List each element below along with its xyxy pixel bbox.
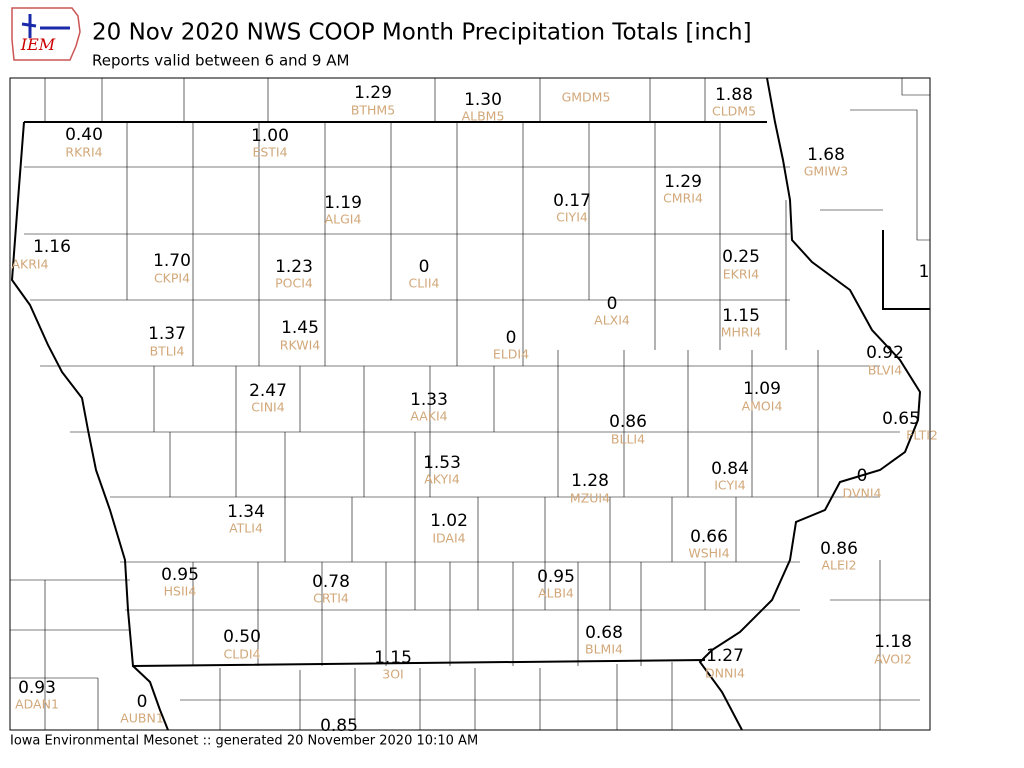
station-id: POCI4: [275, 276, 313, 291]
station-id: BLMI4: [585, 642, 623, 657]
station-value: 1.70: [153, 251, 191, 271]
station-value: 1.02: [430, 511, 468, 531]
station-id: BTHM5: [351, 103, 395, 118]
station-id: DNNI4: [705, 666, 745, 681]
station-id: AUBN1: [120, 711, 164, 726]
station-value: 0.92: [866, 343, 904, 363]
station-id: BTLI4: [150, 344, 185, 359]
station-value: 1.18: [874, 632, 912, 652]
station-value: 0.50: [223, 627, 261, 647]
station-id: ALBM5: [462, 109, 505, 124]
station-value: 0.93: [18, 678, 56, 698]
station-value: 0.84: [711, 459, 749, 479]
station-id: 3OI: [382, 667, 403, 682]
station-id: EKRI4: [723, 267, 759, 282]
station-value: 0.85: [320, 716, 358, 736]
station-id: ATLI4: [229, 521, 263, 536]
station-id: IDAI4: [432, 531, 465, 546]
station-id: BLLI4: [611, 432, 645, 447]
station-value: 0.25: [722, 247, 760, 267]
station-value: 1.68: [807, 145, 845, 165]
station-value: 0: [419, 257, 430, 277]
station-value: 1.15: [722, 306, 760, 326]
station-id: GMIW3: [804, 164, 848, 179]
station-value: 0: [857, 466, 868, 486]
station-value: 0.78: [312, 572, 350, 592]
station-id: ICYI4: [714, 478, 746, 493]
station-value: 0: [506, 328, 517, 348]
station-id: CRTI4: [313, 591, 349, 606]
station-value: 1.09: [743, 379, 781, 399]
map: [10, 78, 930, 730]
station-id: DVNI4: [843, 486, 882, 501]
station-id: HSII4: [164, 584, 197, 599]
station-value: 1.27: [706, 646, 744, 666]
station-value: 1.37: [148, 324, 186, 344]
station-value: 1: [919, 262, 930, 282]
station-value: 1.16: [33, 237, 71, 257]
station-value: 1.45: [281, 318, 319, 338]
station-id: MZUI4: [570, 491, 610, 506]
station-id: CLII4: [408, 276, 439, 291]
station-id: BLVI4: [868, 363, 902, 378]
station-id: ALGI4: [325, 212, 362, 227]
station-value: 1.23: [275, 257, 313, 277]
station-value: 1.29: [664, 172, 702, 192]
station-value: 0.86: [820, 539, 858, 559]
station-id: AKYI4: [424, 472, 460, 487]
station-value: 2.47: [249, 381, 287, 401]
station-id: CIYI4: [556, 210, 588, 225]
station-id: ALXI4: [594, 313, 630, 328]
station-value: 0.68: [585, 623, 623, 643]
station-id: AVOI2: [874, 652, 912, 667]
station-value: 1.34: [227, 502, 265, 522]
station-id: ALEI2: [821, 558, 856, 573]
station-value: 1.33: [410, 390, 448, 410]
station-id: ESTI4: [252, 145, 287, 160]
station-value: 1.88: [715, 85, 753, 105]
station-id: MHRI4: [721, 325, 762, 340]
station-id: RKWI4: [280, 338, 320, 353]
station-value: 1.53: [423, 453, 461, 473]
station-id: ELDI4: [493, 347, 529, 362]
station-id: AKRI4: [11, 257, 48, 272]
station-id: FLTI2: [906, 428, 938, 443]
station-id: AAKI4: [410, 409, 447, 424]
station-id: CINI4: [251, 400, 284, 415]
station-value: 1.29: [354, 83, 392, 103]
station-value: 1.30: [464, 90, 502, 110]
station-value: 0.40: [65, 125, 103, 145]
logo-text: IEM: [20, 35, 56, 54]
station-value: 0.17: [553, 191, 591, 211]
station-id: CLDM5: [712, 104, 756, 119]
station-value: 0: [137, 692, 148, 712]
station-id: CMRI4: [663, 191, 703, 206]
station-id: ADAN1: [15, 697, 59, 712]
station-id: WSHI4: [688, 546, 729, 561]
station-id: CKPI4: [154, 271, 190, 286]
station-id: AMOI4: [742, 399, 783, 414]
station-value: 0.86: [609, 412, 647, 432]
station-value: 0.66: [690, 527, 728, 547]
subtitle: Reports valid between 6 and 9 AM: [92, 52, 349, 70]
station-id: GMDM5: [562, 90, 611, 105]
station-value: 1.00: [251, 126, 289, 146]
station-value: 1.19: [324, 193, 362, 213]
station-id: RKRI4: [65, 145, 102, 160]
title: 20 Nov 2020 NWS COOP Month Precipitation…: [92, 20, 752, 46]
station-value: 1.15: [374, 648, 412, 668]
footer: Iowa Environmental Mesonet :: generated …: [10, 734, 478, 749]
station-value: 1.28: [571, 471, 609, 491]
logo: IEM: [11, 7, 81, 61]
station-id: ALBI4: [538, 586, 574, 601]
station-value: 0: [607, 294, 618, 314]
station-value: 0.95: [161, 565, 199, 585]
map-frame: [9, 77, 931, 731]
station-value: 0.95: [537, 567, 575, 587]
station-id: CLDI4: [224, 647, 261, 662]
station-value: 0.65: [882, 409, 920, 429]
